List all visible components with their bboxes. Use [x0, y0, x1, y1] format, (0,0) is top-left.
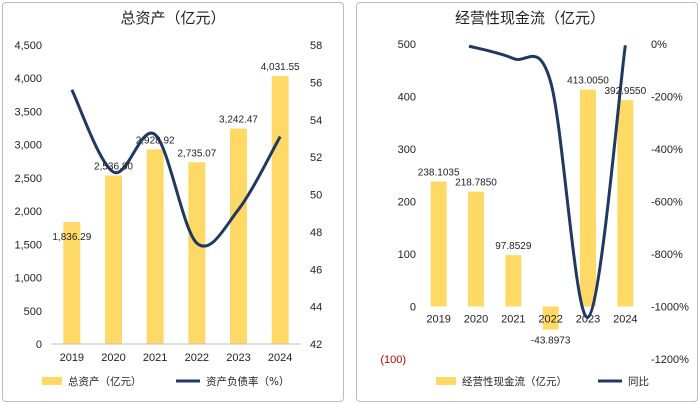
bar-operating-cash-flow: [468, 191, 484, 307]
x-tick-label: 2021: [501, 314, 525, 326]
y-right-tick-label: -800%: [651, 249, 683, 261]
y-left-tick-label: 0: [410, 302, 416, 314]
legend-swatch-bar: [436, 377, 456, 385]
y-left-tick-label: 2,500: [14, 173, 42, 185]
x-tick-label: 2021: [143, 352, 167, 364]
y-left-tick-label: (100): [380, 354, 406, 366]
bar-data-label: 2,928.92: [136, 135, 175, 146]
chart-title: 总资产（亿元）: [120, 9, 225, 27]
y-left-tick-label: 500: [24, 306, 42, 318]
x-tick-label: 2024: [268, 352, 292, 364]
x-tick-label: 2019: [426, 314, 450, 326]
bar-data-label: -43.8973: [531, 336, 571, 347]
x-tick-label: 2019: [60, 352, 84, 364]
chart-title: 经营性现金流（亿元）: [455, 9, 605, 27]
x-tick-label: 2023: [576, 314, 600, 326]
y-right-tick-label: 54: [310, 115, 322, 127]
y-left-tick-label: 300: [398, 144, 416, 156]
bar-data-label: 238.1035: [418, 167, 460, 178]
legend-label-line: 同比: [628, 375, 649, 388]
x-tick-label: 2024: [613, 314, 637, 326]
y-right-tick-label: -200%: [651, 92, 683, 104]
y-left-tick-label: 400: [398, 92, 416, 104]
legend-label-line: 资产负债率（%）: [206, 375, 289, 388]
y-right-tick-label: -1200%: [651, 354, 689, 366]
bar-data-label: 218.7850: [455, 178, 497, 189]
y-left-tick-label: 3,000: [14, 140, 42, 152]
line-yoy-change: [468, 44, 627, 319]
bar-data-label: 97.8529: [495, 241, 532, 252]
total-assets-chart: 总资产（亿元） 0 500 1,000 1,500 2,000 2,500 3,000 3,50…: [14, 9, 322, 388]
y-right-tick-label: 58: [310, 40, 322, 52]
y-right-tick-label: 48: [310, 227, 322, 239]
bar-operating-cash-flow: [430, 181, 447, 307]
x-tick-label: 2023: [226, 352, 250, 364]
operating-cash-flow-chart: 经营性现金流（亿元） (100) 0 100 200 300 400 500 -1200% -10…: [380, 9, 689, 388]
bar-data-label: 3,242.47: [219, 115, 258, 126]
bar-data-label: 2,735.07: [177, 148, 216, 159]
y-left-tick-label: 2,000: [14, 206, 42, 218]
y-left-tick-label: 4,500: [14, 40, 42, 52]
y-left-tick-label: 0: [36, 339, 42, 351]
bar-total-assets: [105, 175, 122, 344]
bar-data-label: 413.0050: [567, 76, 609, 87]
legend-label-bar: 经营性现金流（亿元）: [462, 375, 567, 388]
bar-data-label: 392.9550: [604, 86, 646, 97]
y-right-tick-label: 42: [310, 339, 322, 351]
bar-total-assets: [63, 221, 81, 344]
bar-total-assets: [271, 76, 289, 344]
y-right-tick-label: 56: [310, 77, 322, 89]
bar-operating-cash-flow: [542, 306, 559, 330]
x-tick-label: 2022: [185, 352, 209, 364]
bar-total-assets: [230, 128, 247, 344]
bar-data-label: 2,536.80: [94, 161, 133, 172]
y-left-tick-label: 1,500: [14, 239, 42, 251]
x-tick-label: 2020: [464, 314, 488, 326]
bar-operating-cash-flow: [505, 255, 522, 307]
y-right-tick-label: 44: [310, 302, 322, 314]
y-left-tick-label: 200: [398, 197, 416, 209]
operating-cash-flow-panel: 经营性现金流（亿元） (100) 0 100 200 300 400 500 -1200% -10…: [354, 0, 700, 404]
y-right-tick-label: 46: [310, 264, 322, 276]
legend-swatch-bar: [42, 377, 62, 385]
y-left-tick-label: 4,000: [14, 73, 42, 85]
bar-total-assets: [146, 149, 164, 344]
bar-data-label: 4,031.55: [261, 62, 300, 73]
y-left-tick-label: 1,000: [14, 273, 42, 285]
y-left-tick-label: 3,500: [14, 106, 42, 118]
bar-data-label: 1,836.29: [52, 232, 91, 243]
bar-operating-cash-flow: [617, 100, 634, 307]
bar-operating-cash-flow: [580, 89, 596, 307]
y-right-tick-label: -1000%: [651, 302, 689, 314]
x-tick-label: 2020: [101, 352, 125, 364]
line-debt-ratio: [70, 89, 282, 248]
bar-total-assets: [188, 162, 206, 344]
total-assets-panel: 总资产（亿元） 0 500 1,000 1,500 2,000 2,500 3,000 3,50…: [0, 0, 346, 404]
x-tick-label: 2022: [538, 314, 562, 326]
y-right-tick-label: -400%: [651, 144, 683, 156]
y-right-tick-label: 52: [310, 152, 322, 164]
y-left-tick-label: 100: [398, 249, 416, 261]
y-left-tick-label: 500: [398, 39, 416, 51]
y-right-tick-label: 50: [310, 190, 322, 202]
y-right-tick-label: -600%: [651, 197, 683, 209]
legend-label-bar: 总资产（亿元）: [68, 375, 142, 388]
y-right-tick-label: 0%: [651, 39, 667, 51]
